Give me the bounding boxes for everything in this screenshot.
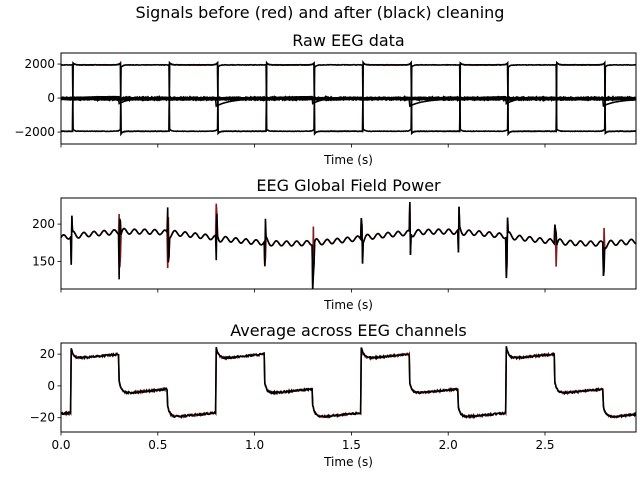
y-tick-label: 2000 [24,57,55,71]
x-tick-label: 2.5 [535,438,554,452]
axes-title: Raw EEG data [292,31,404,50]
x-tick-label: 1.5 [342,438,361,452]
y-tick-label: 150 [32,254,55,268]
axes-2: EEG Global Field Power 150 200 Time (s) [32,176,637,312]
series-line [61,63,636,133]
x-axis-label: Time (s) [323,455,373,469]
x-axis-label: Time (s) [323,298,373,312]
x-tick-label: 2.0 [439,438,458,452]
y-tick-label: −20 [30,411,55,425]
series-line [61,202,636,289]
series-line [61,346,636,420]
axes-title: EEG Global Field Power [256,176,441,195]
series-line [61,95,636,108]
axes-3: Average across EEG channels −20 0 20 0.0 0.5 1… [30,321,637,469]
y-tick-label: 0 [47,91,55,105]
x-tick-label: 1.0 [245,438,264,452]
x-tick-label: 0.5 [148,438,167,452]
axes-frame [60,342,637,433]
figure-suptitle: Signals before (red) and after (black) c… [136,3,505,22]
series-line [61,346,636,420]
axes-frame [60,197,637,290]
x-tick-label: 0.0 [51,438,70,452]
y-tick-label: 20 [40,347,55,361]
series-line [61,59,636,137]
axes-frame [60,52,637,145]
y-tick-label: 0 [47,379,55,393]
x-axis-label: Time (s) [323,153,373,167]
axes-title: Average across EEG channels [230,321,467,340]
series-line [61,202,636,289]
y-tick-label: 200 [32,217,55,231]
axes-1: Raw EEG data −2000 0 2000 Time (s) [14,31,637,167]
y-tick-label: −2000 [14,125,55,139]
